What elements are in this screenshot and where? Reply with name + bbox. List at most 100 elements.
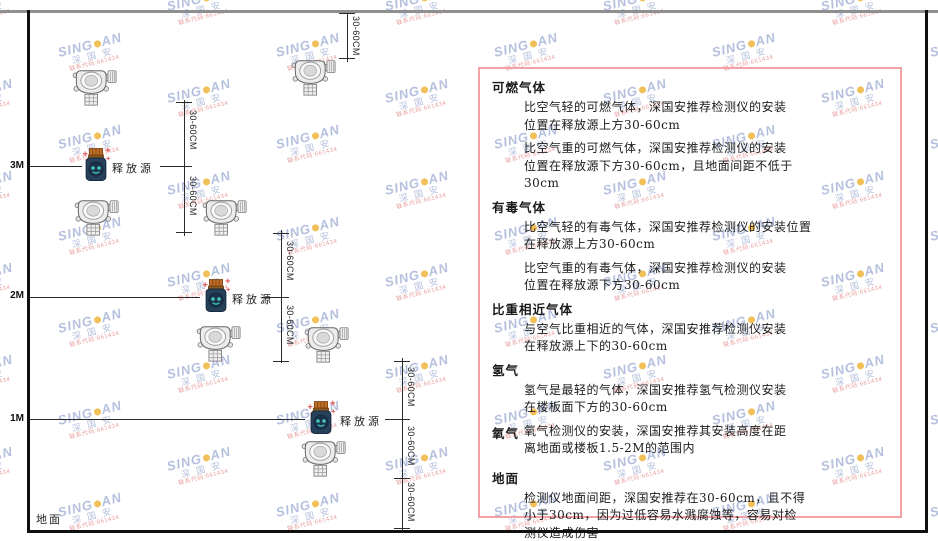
brand-dot-icon xyxy=(92,499,102,508)
dimension-tick xyxy=(394,478,410,479)
dimension-label: 30-60CM xyxy=(285,241,295,281)
dimension-tick xyxy=(339,58,355,59)
dimension-tick xyxy=(273,233,289,234)
dimension-line xyxy=(347,13,348,62)
level-label-1m: 1M xyxy=(10,413,24,424)
section-heading: 地面 xyxy=(492,470,520,486)
text-line: 30cm xyxy=(524,176,560,190)
brand-dot-icon xyxy=(201,453,211,462)
release-source-icon xyxy=(305,399,337,442)
section-heading: 有毒气体 xyxy=(492,199,547,215)
level-line-2m xyxy=(30,297,200,298)
left-wall-line xyxy=(27,10,30,533)
section-heading: 可燃气体 xyxy=(492,80,547,95)
dimension-tick xyxy=(394,361,410,362)
ceiling-line xyxy=(0,10,938,13)
paragraph: 氧气检测仪的安装，深国安推荐其安装高度在距 离地面或楼板1.5-2M的范围内 xyxy=(524,423,888,458)
release-source-icon xyxy=(80,146,112,189)
brand-dot-icon xyxy=(419,453,429,462)
dimension-tick xyxy=(339,13,355,14)
gas-detector-icon xyxy=(299,437,346,485)
dimension-tick xyxy=(273,361,289,362)
dimension-line xyxy=(402,358,403,530)
gas-detector-icon xyxy=(302,323,349,371)
text-line: 氧气检测仪的安装，深国安推荐其安装高度在距 xyxy=(524,423,787,438)
dimension-tick xyxy=(394,419,410,420)
text-line: 位置在释放源上方30-60cm xyxy=(524,117,681,132)
brand-dot-icon xyxy=(310,39,320,48)
paragraph: 比空气轻的可燃气体，深国安推荐检测仪的安装 位置在释放源上方30-60cm xyxy=(524,99,888,134)
dimension-label: 30-60CM xyxy=(406,482,416,522)
dimension-tick xyxy=(176,102,192,103)
brand-dot-icon xyxy=(92,131,102,140)
dimension-tick xyxy=(176,166,192,167)
section-hydrogen: 氢气 氢气是最轻的气体，深国安推荐氢气检测仪安装 在楼板面下方的30-60cm xyxy=(492,362,888,417)
text-line: 在释放源上方30-60cm xyxy=(524,237,656,251)
brand-dot-icon xyxy=(637,0,647,2)
text-line: 氢气是最轻的气体，深国安推荐氢气检测仪安装 xyxy=(524,382,787,397)
paragraph: 检测仪地面间距，深国安推荐在30-60cm，且不得 小于30cm，因为过低容易水… xyxy=(524,490,888,541)
brand-dot-icon xyxy=(92,407,102,416)
text-line: 小于30cm，因为过低容易水溅腐蚀等，容易对检 xyxy=(524,508,797,522)
text-line: 比空气重的有毒气体，深国安推荐检测仪的安装 xyxy=(524,260,787,275)
brand-dot-icon xyxy=(92,315,102,324)
brand-dot-icon xyxy=(746,39,756,48)
release-source-label: 释放源 xyxy=(112,162,154,175)
brand-dot-icon xyxy=(310,499,320,508)
paragraph: 比空气重的可燃气体，深国安推荐检测仪的安装 位置在释放源下方30-60cm，且地… xyxy=(524,140,888,193)
brand-dot-icon xyxy=(201,177,211,186)
gas-detector-icon xyxy=(289,56,336,104)
text-line: 检测仪地面间距，深国安推荐在30-60cm，且不得 xyxy=(524,490,806,505)
gas-detector-icon xyxy=(70,66,117,114)
section-oxygen: 氧气 氧气检测仪的安装，深国安推荐其安装高度在距 离地面或楼板1.5-2M的范围… xyxy=(492,423,888,458)
section-toxic-gas: 有毒气体 比空气轻的有毒气体，深国安推荐检测仪的安装位置 在释放源上方30-60… xyxy=(492,199,888,295)
paragraph: 比空气重的有毒气体，深国安推荐检测仪的安装 位置在释放源下方30-60cm xyxy=(524,260,888,295)
dimension-tick xyxy=(176,232,192,233)
text-line: 位置在释放源下方30-60cm，且地面间距不低于 xyxy=(524,158,793,173)
level-line-2m-extension xyxy=(262,297,281,298)
release-source-label: 释放源 xyxy=(232,293,274,306)
text-line: 在释放源上下的30-60cm xyxy=(524,339,668,353)
release-source-icon xyxy=(200,277,232,320)
dimension-line xyxy=(184,100,185,236)
ground-label: 地面 xyxy=(36,513,62,526)
brand-dot-icon xyxy=(201,85,211,94)
brand-dot-icon xyxy=(92,39,102,48)
brand-dot-icon xyxy=(419,177,429,186)
level-line-1m-extension xyxy=(385,419,402,420)
dimension-label: 30-60CM xyxy=(188,110,198,150)
section-similar-density-gas: 比重相近气体 与空气比重相近的气体，深国安推荐检测仪安装 在释放源上下的30-6… xyxy=(492,301,888,356)
dimension-label: 30-60CM xyxy=(406,426,416,466)
dimension-label: 30-60CM xyxy=(188,176,198,216)
text-line: 离地面或楼板1.5-2M的范围内 xyxy=(524,441,696,455)
brand-dot-icon xyxy=(419,85,429,94)
dimension-tick xyxy=(394,528,410,529)
level-label-3m: 3M xyxy=(10,160,24,171)
section-heading: 氢气 xyxy=(492,362,520,378)
dimension-tick xyxy=(273,297,289,298)
section-heading: 比重相近气体 xyxy=(492,301,574,317)
dimension-label: 30-60CM xyxy=(285,305,295,345)
level-line-3m-extension xyxy=(160,166,184,167)
paragraph: 氢气是最轻的气体，深国安推荐氢气检测仪安装 在楼板面下方的30-60cm xyxy=(524,382,888,417)
info-panel: 可燃气体 比空气轻的可燃气体，深国安推荐检测仪的安装 位置在释放源上方30-60… xyxy=(478,67,902,540)
brand-dot-icon xyxy=(528,39,538,48)
text-line: 比空气轻的可燃气体，深国安推荐检测仪的安装 xyxy=(524,100,787,114)
